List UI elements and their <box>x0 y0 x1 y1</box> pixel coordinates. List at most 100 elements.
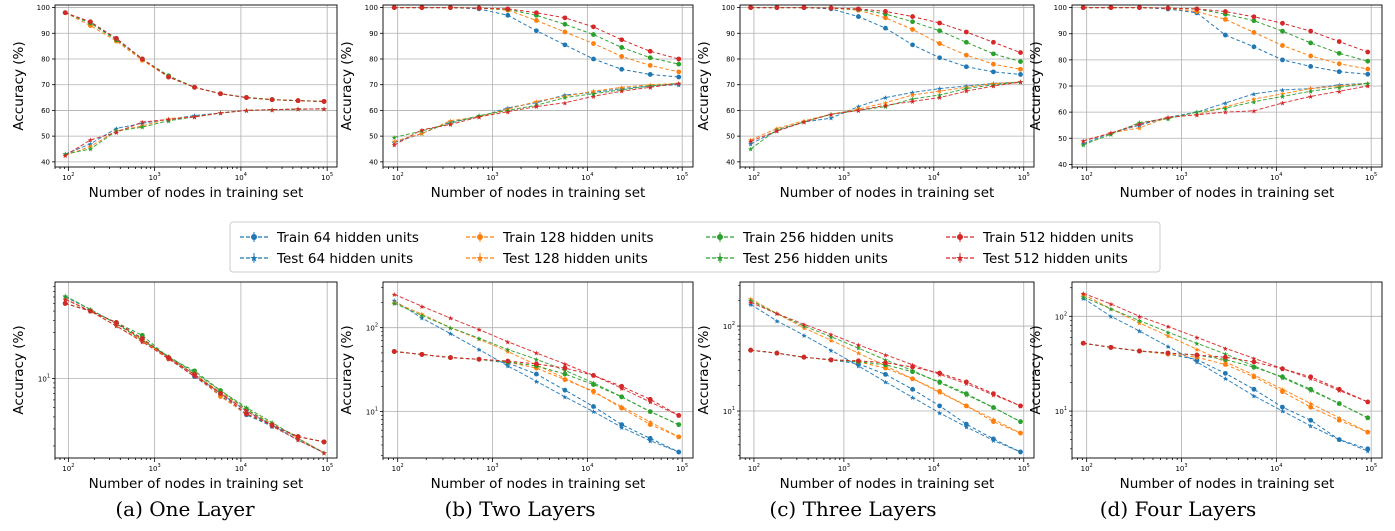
y-tick-label: 40 <box>1058 161 1067 169</box>
data-point-star: ★ <box>619 385 625 393</box>
x-tick-label: 103 <box>1175 172 1187 182</box>
chart-panel-top-c: 102 103 104 105405060708090100★★★ ★★★★ ★ ★ ★ ★★★… <box>696 4 1034 201</box>
data-point <box>1018 50 1023 55</box>
data-point <box>296 98 301 103</box>
caption-c: (c) Three Layers <box>703 497 1003 521</box>
data-point-star: ★ <box>855 107 861 115</box>
data-point-star: ★ <box>1222 345 1228 353</box>
x-axis-label: Number of nodes in training set <box>1120 476 1335 492</box>
y-tick-label: 80 <box>41 56 50 64</box>
data-point-star: ★ <box>419 303 425 311</box>
data-point <box>964 53 969 58</box>
y-axis-ticks: 40 50 60 70 80 90 100 <box>365 4 383 166</box>
y-tick-label: 80 <box>1058 56 1067 64</box>
x-tick-label: 102 <box>392 463 404 473</box>
x-tick-label: 103 <box>149 463 161 473</box>
x-axis-ticks: 102 103 104 105 <box>383 167 688 182</box>
data-point <box>937 55 942 60</box>
y-tick-label: 70 <box>726 81 735 89</box>
data-point-star: ★ <box>801 321 807 329</box>
x-tick-label: 102 <box>62 172 74 182</box>
data-point-star: ★ <box>1308 400 1314 408</box>
data-point <box>1337 61 1342 66</box>
chart-panel-bottom-d: 102 103 104 105101102★★★★★★★★★★★★★★★★★★★★★★… <box>1028 282 1382 492</box>
data-point <box>910 27 915 32</box>
data-point-star: ★ <box>619 424 625 432</box>
data-point <box>1166 351 1171 356</box>
data-point-star: ★ <box>1251 392 1257 400</box>
data-point-star: ★ <box>87 146 93 154</box>
x-tick-label: 102 <box>748 172 760 182</box>
caption-b: (b) Two Layers <box>370 497 670 521</box>
data-point-star: ★ <box>1165 114 1171 122</box>
legend: Train 64 hidden units★ Test 64 hidden uni… <box>230 222 1160 272</box>
data-point-star: ★ <box>1365 399 1371 407</box>
data-point-star: ★ <box>647 399 653 407</box>
data-point-star: ★ <box>1365 448 1371 456</box>
data-point-star: ★ <box>676 433 682 441</box>
x-tick-label: 102 <box>62 463 74 473</box>
y-tick-label: 102 <box>723 321 735 331</box>
data-point <box>748 5 753 10</box>
data-point <box>1280 57 1285 62</box>
y-tick-label: 50 <box>369 133 378 141</box>
plot-frame <box>383 282 693 458</box>
data-point-star: ★ <box>1165 343 1171 351</box>
data-point <box>88 19 93 24</box>
data-point <box>829 6 834 11</box>
data-point-star: ★ <box>1336 387 1342 395</box>
data-point-star: ★ <box>139 338 145 346</box>
data-point <box>392 349 397 354</box>
data-point <box>322 99 327 104</box>
data-point <box>1365 59 1370 64</box>
data-point <box>1280 21 1285 26</box>
series-group: ★★★★★★★★★★★★★★★★★★★★★★★★★★★★★★★★★★★★★★★★… <box>748 5 1024 153</box>
data-point <box>477 357 482 362</box>
data-point <box>419 352 424 357</box>
x-axis-ticks: 102 103 104 105 <box>740 167 1030 182</box>
data-point <box>1308 40 1313 45</box>
data-point <box>937 41 942 46</box>
data-point <box>244 95 249 100</box>
series-line <box>394 83 679 141</box>
data-point-star: ★ <box>963 424 969 432</box>
series-group: ★★★★★★★★★★★★★★★★★★★★★★★★★★★★★★★★★★★★★★★★… <box>1080 5 1371 149</box>
data-point <box>1252 387 1257 392</box>
data-point-star: ★ <box>1017 418 1023 426</box>
data-point-star: ★ <box>165 355 171 363</box>
y-axis-ticks: 101 102 <box>366 288 383 456</box>
data-point <box>1108 345 1113 350</box>
data-point <box>218 91 223 96</box>
data-point-star: ★ <box>113 129 119 137</box>
data-point <box>63 10 68 15</box>
data-point-star: ★ <box>62 152 68 160</box>
data-point-star: ★ <box>1108 130 1114 138</box>
data-point-star: ★ <box>590 379 596 387</box>
data-point-star: ★ <box>191 373 197 381</box>
x-axis-ticks: 102 103 104 105 <box>55 167 333 182</box>
data-point <box>1223 17 1228 22</box>
y-tick-label: 60 <box>41 107 50 115</box>
x-tick-label: 103 <box>838 463 850 473</box>
x-axis-label: Number of nodes in training set <box>780 476 995 492</box>
x-axis-label: Number of nodes in training set <box>431 476 646 492</box>
x-axis-ticks: 102 103 104 105 <box>1072 167 1377 182</box>
data-point-star: ★ <box>391 142 397 150</box>
data-point-star: ★ <box>1108 301 1114 309</box>
data-point-star: ★ <box>1251 98 1257 106</box>
data-point-star: ★ <box>1365 429 1371 437</box>
series-group: ★★★★★★★★★★★★★★★★★★★★★★★★★★★★★★★★★★★★★★★★… <box>748 295 1024 456</box>
chart-panel-bottom-b: 102 103 104 105101102★★★★★★★★★★★★★★★★★★★★★★… <box>339 282 693 492</box>
chart-panel-top-a: 102 103 104 105405060708090100★★★★ ★ ★ ★ ★ ★ ★ ★★★… <box>11 4 337 201</box>
data-point-star: ★ <box>774 310 780 318</box>
data-point-star: ★ <box>619 88 625 96</box>
data-point-star: ★ <box>476 113 482 121</box>
data-point <box>1308 29 1313 34</box>
data-point <box>1337 69 1342 74</box>
y-tick-label: 90 <box>1058 30 1067 38</box>
x-tick-label: 105 <box>1365 463 1377 473</box>
data-point <box>856 358 861 363</box>
legend-label: Test 256 hidden units <box>742 251 888 267</box>
y-tick-label: 90 <box>726 30 735 38</box>
data-point <box>591 41 596 46</box>
